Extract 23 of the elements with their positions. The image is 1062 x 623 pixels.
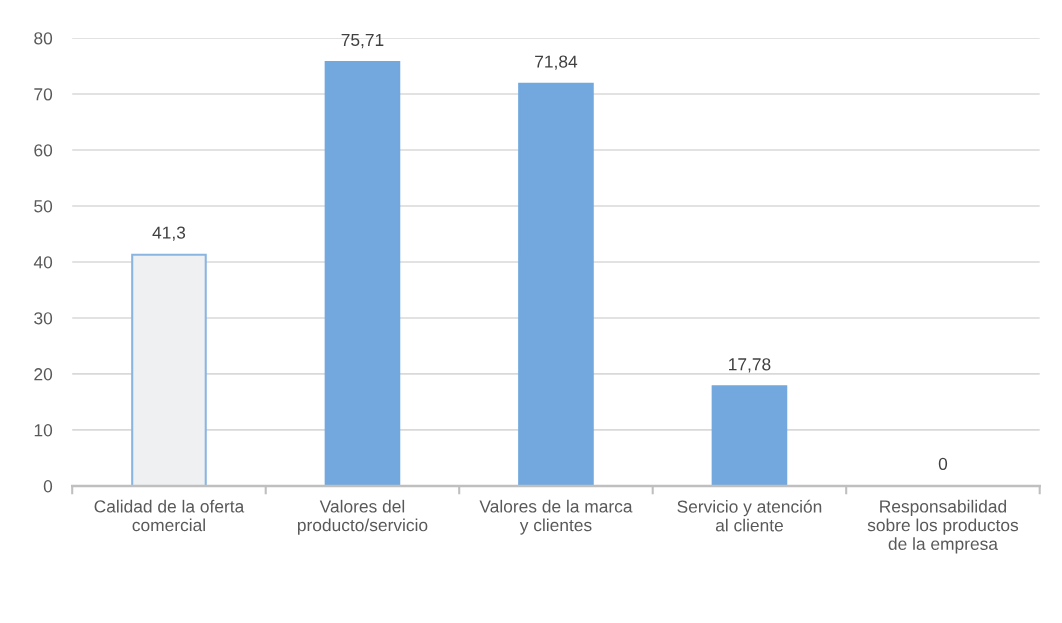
bar [518,82,594,486]
y-tick-label: 50 [34,200,53,213]
x-tick-label: Valores de la marca y clientes [479,499,633,535]
y-tick-label: 30 [34,312,53,325]
data-label: 71,84 [535,55,578,70]
data-label: 41,3 [152,226,186,241]
data-label: 0 [938,457,948,471]
x-tick-label: Calidad de la oferta comercial [94,499,245,532]
bar [324,60,401,486]
bar [711,385,788,486]
y-tick-label: 70 [34,88,53,101]
y-tick-label: 80 [34,32,53,45]
bar [131,253,207,486]
y-tick-label: 0 [43,480,53,493]
y-tick-label: 40 [33,256,53,269]
y-tick-label: 10 [34,424,53,437]
data-label: 75,71 [341,33,384,49]
x-tick-label: Valores del producto/servicio [297,499,428,535]
y-tick-label: 60 [34,144,53,157]
x-tick-label: Servicio y atención al cliente [677,499,822,532]
x-tick-label: Responsabilidad sobre los productos de la empresa [867,499,1019,554]
y-tick-label: 20 [34,368,53,381]
data-label: 17,78 [729,358,771,373]
